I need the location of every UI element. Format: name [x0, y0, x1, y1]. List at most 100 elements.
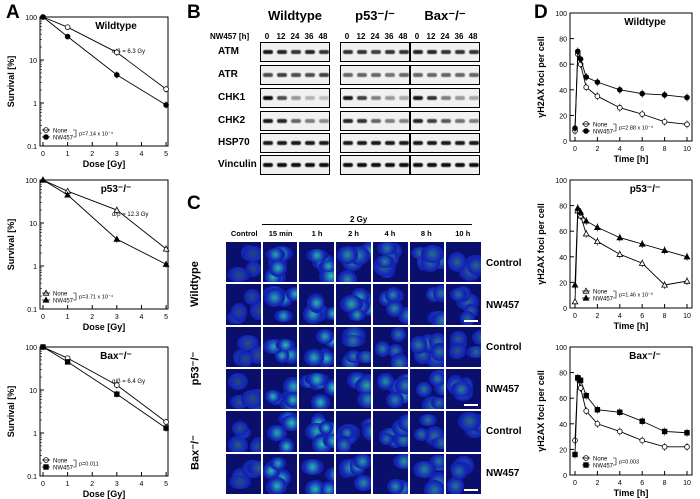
x-tick-label: 0: [573, 480, 577, 487]
x-tick-label: 5: [164, 481, 168, 488]
data-point-none: [593, 237, 601, 245]
band: [469, 141, 479, 145]
data-point-nw: [64, 33, 71, 40]
y-tick-label: 60: [559, 229, 567, 236]
x-tick-label: 2: [90, 314, 94, 321]
column-label: 4 h: [384, 229, 396, 238]
y-tick-label: 0: [563, 306, 567, 313]
band: [427, 73, 437, 77]
band: [277, 50, 287, 54]
micrograph-tile: [299, 326, 335, 367]
band: [371, 141, 381, 145]
data-point-none: [661, 444, 668, 450]
x-tick-label: 0: [41, 151, 45, 158]
data-point-nw: [114, 72, 120, 78]
data-point-none: [163, 419, 169, 425]
row-condition-label: Control: [486, 342, 522, 353]
micrograph-tile: [226, 453, 261, 494]
data-point-none: [582, 230, 590, 237]
x-tick-label: 5: [164, 151, 168, 158]
band: [455, 163, 465, 167]
x-tick-label: 10: [683, 146, 691, 153]
band: [399, 73, 409, 77]
series-line-none: [42, 346, 167, 423]
x-tick-label: 0: [573, 146, 577, 153]
series-line-nw: [574, 206, 688, 285]
micrograph-tile: [409, 242, 445, 283]
band: [305, 96, 315, 100]
x-axis-label: Time [h]: [614, 488, 649, 498]
micrograph-tile: [226, 411, 261, 452]
timepoint-label: 12: [276, 32, 286, 41]
data-point-none: [684, 121, 690, 128]
band: [385, 119, 395, 123]
p-value-label: p=7.14 x 10⁻⁴: [79, 131, 114, 138]
band: [441, 163, 451, 167]
band: [455, 73, 465, 77]
band: [305, 119, 315, 123]
micrograph-tile: [336, 326, 371, 367]
data-point-nw: [683, 253, 691, 260]
band: [263, 119, 273, 123]
micrograph-tile: [336, 242, 371, 283]
band: [371, 50, 381, 54]
row-condition-label: NW457: [486, 468, 520, 479]
data-point-nw: [574, 204, 582, 211]
plot-frame: [39, 346, 169, 477]
band: [385, 141, 395, 145]
micrograph-tile: [262, 242, 298, 283]
column-label: 8 h: [420, 229, 432, 238]
plot-frame: [569, 346, 693, 476]
y-tick-label: 1: [33, 264, 37, 271]
micrograph-grid: [226, 242, 481, 494]
data-point-nw: [583, 392, 589, 399]
foci-chart-0: 0 20 40 60 80 100 0 2 4 6 8 10 Time [h] γH2AX foci pe…: [536, 11, 693, 164]
x-tick-label: 2: [90, 151, 94, 158]
band: [399, 50, 409, 54]
row-condition-label: Control: [486, 426, 522, 437]
y-tick-label: 0.1: [27, 307, 37, 314]
data-point-nw: [661, 92, 668, 98]
data-point-nw: [616, 233, 624, 241]
row-condition-label: NW457: [486, 300, 520, 311]
series-line-nw: [574, 376, 688, 455]
timepoint-label: 48: [398, 32, 408, 41]
row-condition-label: Control: [486, 258, 522, 269]
chart-title: p53⁻/⁻: [101, 184, 132, 195]
micrograph-tile: [372, 453, 408, 494]
timepoint-label: 48: [318, 32, 328, 41]
x-axis-label: Time [h]: [614, 321, 649, 331]
band: [291, 96, 301, 100]
band: [413, 96, 423, 100]
y-axis-label: γH2AX foci per cell: [536, 370, 546, 452]
timepoint-label: 12: [426, 32, 436, 41]
timepoint-label: 24: [440, 32, 450, 41]
micrograph-tile: [226, 368, 261, 410]
micrograph-tile: [336, 284, 371, 325]
x-tick-label: 3: [115, 314, 119, 321]
band: [357, 163, 367, 167]
band: [305, 163, 315, 167]
blot-vinculin: [260, 155, 330, 175]
foci-chart-1: 0 20 40 60 80 100 0 2 4 6 8 10 Time [h] γH2AX foci pe…: [536, 178, 693, 331]
band: [455, 96, 465, 100]
band: [319, 50, 329, 54]
data-point-nw: [40, 14, 46, 20]
data-point-none: [163, 86, 169, 92]
micrograph-tile: [299, 368, 335, 410]
x-tick-label: 6: [640, 146, 644, 153]
micrograph-tile: [336, 368, 371, 410]
y-tick-label: 40: [559, 422, 567, 429]
data-point-none: [638, 259, 646, 266]
x-axis-label: Dose [Gy]: [83, 322, 126, 332]
data-point-nw: [661, 246, 669, 254]
data-point-none: [683, 277, 691, 284]
western-blot-panel: NW457 [h] ATM ATR CHK1 CHK2 HSP70 Vinculin Wil…: [210, 8, 480, 175]
panel-letter-b: B: [187, 2, 201, 23]
legend-none-label: None: [53, 292, 68, 298]
data-point-none: [64, 24, 71, 30]
y-tick-label: 80: [559, 37, 567, 44]
series-line-nw: [574, 51, 688, 129]
y-tick-label: 40: [559, 88, 567, 95]
